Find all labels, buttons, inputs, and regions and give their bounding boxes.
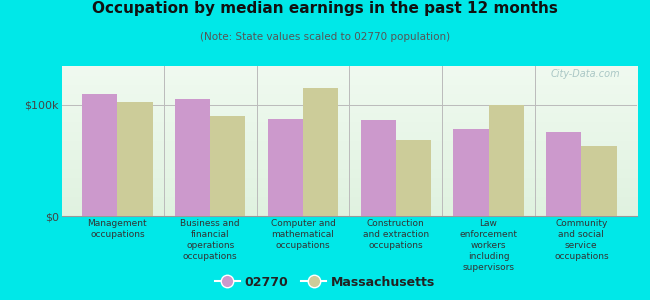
Bar — [303, 88, 338, 216]
Text: Computer and
mathematical
occupations: Computer and mathematical occupations — [270, 219, 335, 250]
Bar — [581, 146, 617, 216]
Text: City-Data.com: City-Data.com — [550, 69, 619, 79]
Text: (Note: State values scaled to 02770 population): (Note: State values scaled to 02770 popu… — [200, 32, 450, 41]
Text: Law
enforcement
workers
including
supervisors: Law enforcement workers including superv… — [460, 219, 517, 272]
Text: Management
occupations: Management occupations — [88, 219, 148, 239]
Bar — [396, 140, 431, 216]
Bar — [361, 120, 396, 216]
Text: Community
and social
service
occupations: Community and social service occupations — [554, 219, 608, 261]
Bar — [82, 94, 118, 216]
Bar — [175, 99, 210, 216]
Bar — [210, 116, 246, 216]
Text: Business and
financial
operations
occupations: Business and financial operations occupa… — [181, 219, 240, 261]
Bar — [268, 119, 303, 216]
Bar — [489, 105, 524, 216]
Bar — [118, 102, 153, 216]
Legend: 02770, Massachusetts: 02770, Massachusetts — [210, 271, 440, 294]
Bar — [546, 132, 581, 216]
Text: Construction
and extraction
occupations: Construction and extraction occupations — [363, 219, 429, 250]
Text: Occupation by median earnings in the past 12 months: Occupation by median earnings in the pas… — [92, 2, 558, 16]
Bar — [453, 129, 489, 216]
